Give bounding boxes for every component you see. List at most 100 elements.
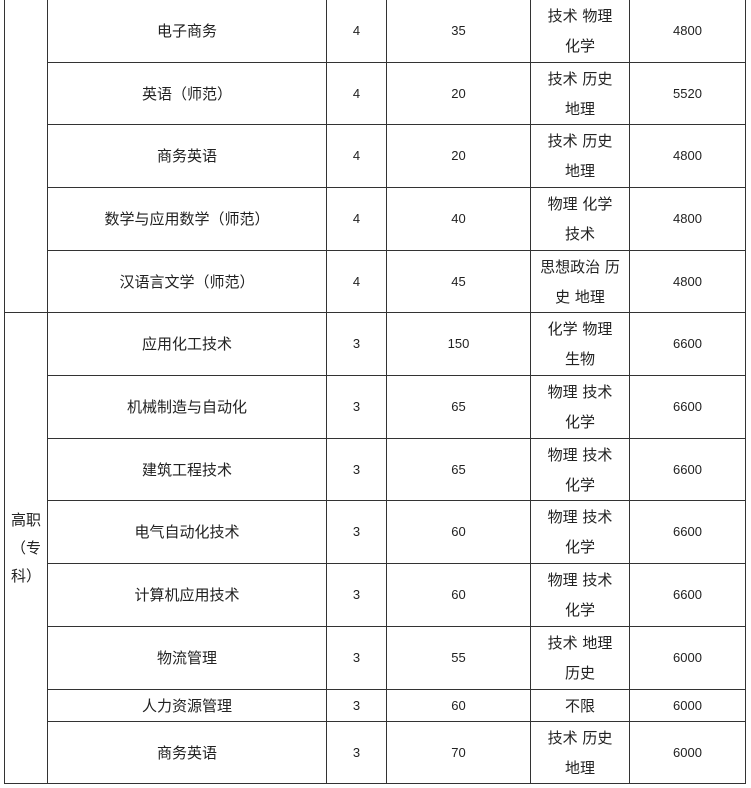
years-cell: 3 xyxy=(326,438,387,501)
table-row: 物流管理 3 55 技术 地理 历史 6000 xyxy=(5,626,746,690)
fee-cell: 6600 xyxy=(629,500,746,564)
category-label-line: 科） xyxy=(10,567,41,585)
subjects-cell: 物理 技术 化学 xyxy=(530,438,630,501)
subject-line: 技术 历史 xyxy=(547,69,613,88)
subjects-cell: 思想政治 历史 地理 xyxy=(530,250,630,313)
subject-line: 地理 xyxy=(564,162,595,180)
subject-line: 生物 xyxy=(564,350,595,368)
quota-cell: 60 xyxy=(386,563,531,627)
table-row: 数学与应用数学（师范） 4 40 物理 化学 技术 4800 xyxy=(5,187,746,251)
major-cell: 商务英语 xyxy=(47,124,327,188)
fee-cell: 4800 xyxy=(629,0,746,63)
fee-cell: 6600 xyxy=(629,312,746,376)
subject-line: 技术 物理 xyxy=(547,6,613,25)
category-cell: 高职 （专 科） xyxy=(4,312,48,784)
subject-line: 技术 xyxy=(564,225,595,243)
major-cell: 应用化工技术 xyxy=(47,312,327,376)
subject-line: 物理 技术 xyxy=(547,445,613,464)
major-cell: 电子商务 xyxy=(47,0,327,63)
years-cell: 3 xyxy=(326,312,387,376)
subject-line: 史 地理 xyxy=(555,287,605,306)
years-cell: 3 xyxy=(326,626,387,690)
subjects-cell: 技术 历史 地理 xyxy=(530,62,630,125)
years-cell: 3 xyxy=(326,375,387,439)
subjects-cell: 技术 历史 地理 xyxy=(530,721,630,784)
subject-line: 技术 历史 xyxy=(547,132,613,150)
quota-cell: 35 xyxy=(386,0,531,63)
years-cell: 4 xyxy=(326,62,387,125)
table-row: 汉语言文学（师范） 4 45 思想政治 历史 地理 4800 xyxy=(5,250,746,313)
fee-cell: 6600 xyxy=(629,375,746,439)
quota-cell: 150 xyxy=(386,312,531,376)
subject-line: 思想政治 历 xyxy=(540,257,620,276)
subject-line: 化学 xyxy=(564,475,595,494)
subject-line: 不限 xyxy=(564,696,595,715)
quota-cell: 65 xyxy=(386,438,531,501)
admissions-table: 电子商务 4 35 技术 物理 化学 4800 英语（师范） 4 20 技术 历史 地理 5520 商务… xyxy=(4,0,746,784)
fee-cell: 4800 xyxy=(629,250,746,313)
subject-line: 化学 xyxy=(564,538,595,556)
table-row: 高职 （专 科） 应用化工技术 3 150 化学 物理 生物 6600 xyxy=(4,312,746,784)
quota-cell: 70 xyxy=(386,721,531,784)
years-cell: 3 xyxy=(326,500,387,564)
subject-line: 化学 xyxy=(564,601,595,619)
major-cell: 汉语言文学（师范） xyxy=(47,250,327,313)
subject-line: 化学 物理 xyxy=(547,320,613,338)
subject-line: 物理 技术 xyxy=(547,508,613,526)
quota-cell: 45 xyxy=(386,250,531,313)
subject-line: 化学 xyxy=(564,36,595,55)
subjects-cell: 物理 技术 化学 xyxy=(530,500,630,564)
years-cell: 3 xyxy=(326,563,387,627)
years-cell: 4 xyxy=(326,124,387,188)
fee-cell: 4800 xyxy=(629,187,746,251)
major-cell: 机械制造与自动化 xyxy=(47,375,327,439)
major-cell: 计算机应用技术 xyxy=(47,563,327,627)
quota-cell: 55 xyxy=(386,626,531,690)
quota-cell: 60 xyxy=(386,689,531,722)
years-cell: 4 xyxy=(326,187,387,251)
major-cell: 电气自动化技术 xyxy=(47,500,327,564)
table-row: 电子商务 4 35 技术 物理 化学 4800 xyxy=(4,0,746,313)
table-row: 商务英语 3 70 技术 历史 地理 6000 xyxy=(5,721,746,784)
subjects-cell: 物理 技术 化学 xyxy=(530,375,630,439)
subject-line: 技术 地理 xyxy=(547,634,613,652)
table-row: 商务英语 4 20 技术 历史 地理 4800 xyxy=(5,124,746,188)
quota-cell: 40 xyxy=(386,187,531,251)
subject-line: 地理 xyxy=(564,758,595,777)
table-row: 人力资源管理 3 60 不限 6000 xyxy=(5,689,746,722)
years-cell: 3 xyxy=(326,721,387,784)
quota-cell: 60 xyxy=(386,500,531,564)
subjects-cell: 技术 历史 地理 xyxy=(530,124,630,188)
table-row: 计算机应用技术 3 60 物理 技术 化学 6600 xyxy=(5,563,746,627)
fee-cell: 6000 xyxy=(629,721,746,784)
subject-line: 历史 xyxy=(564,664,595,682)
subjects-cell: 物理 技术 化学 xyxy=(530,563,630,627)
major-cell: 商务英语 xyxy=(47,721,327,784)
table-row: 电气自动化技术 3 60 物理 技术 化学 6600 xyxy=(5,500,746,564)
subjects-cell: 化学 物理 生物 xyxy=(530,312,630,376)
major-cell: 建筑工程技术 xyxy=(47,438,327,501)
subjects-cell: 物理 化学 技术 xyxy=(530,187,630,251)
years-cell: 4 xyxy=(326,0,387,63)
subjects-cell: 技术 物理 化学 xyxy=(530,0,630,63)
subject-line: 地理 xyxy=(564,99,595,118)
major-cell: 物流管理 xyxy=(47,626,327,690)
years-cell: 3 xyxy=(326,689,387,722)
subject-line: 物理 技术 xyxy=(547,383,613,401)
quota-cell: 65 xyxy=(386,375,531,439)
table-row: 机械制造与自动化 3 65 物理 技术 化学 6600 xyxy=(5,375,746,439)
category-label-line: （专 xyxy=(10,539,41,557)
table-row: 建筑工程技术 3 65 物理 技术 化学 6600 xyxy=(5,438,746,501)
major-cell: 英语（师范） xyxy=(47,62,327,125)
quota-cell: 20 xyxy=(386,62,531,125)
fee-cell: 5520 xyxy=(629,62,746,125)
subjects-cell: 技术 地理 历史 xyxy=(530,626,630,690)
fee-cell: 6600 xyxy=(629,563,746,627)
years-cell: 4 xyxy=(326,250,387,313)
subject-line: 物理 技术 xyxy=(547,571,613,589)
fee-cell: 6000 xyxy=(629,689,746,722)
fee-cell: 4800 xyxy=(629,124,746,188)
subjects-cell: 不限 xyxy=(530,689,630,722)
subject-line: 化学 xyxy=(564,413,595,431)
category-cell xyxy=(4,0,48,313)
